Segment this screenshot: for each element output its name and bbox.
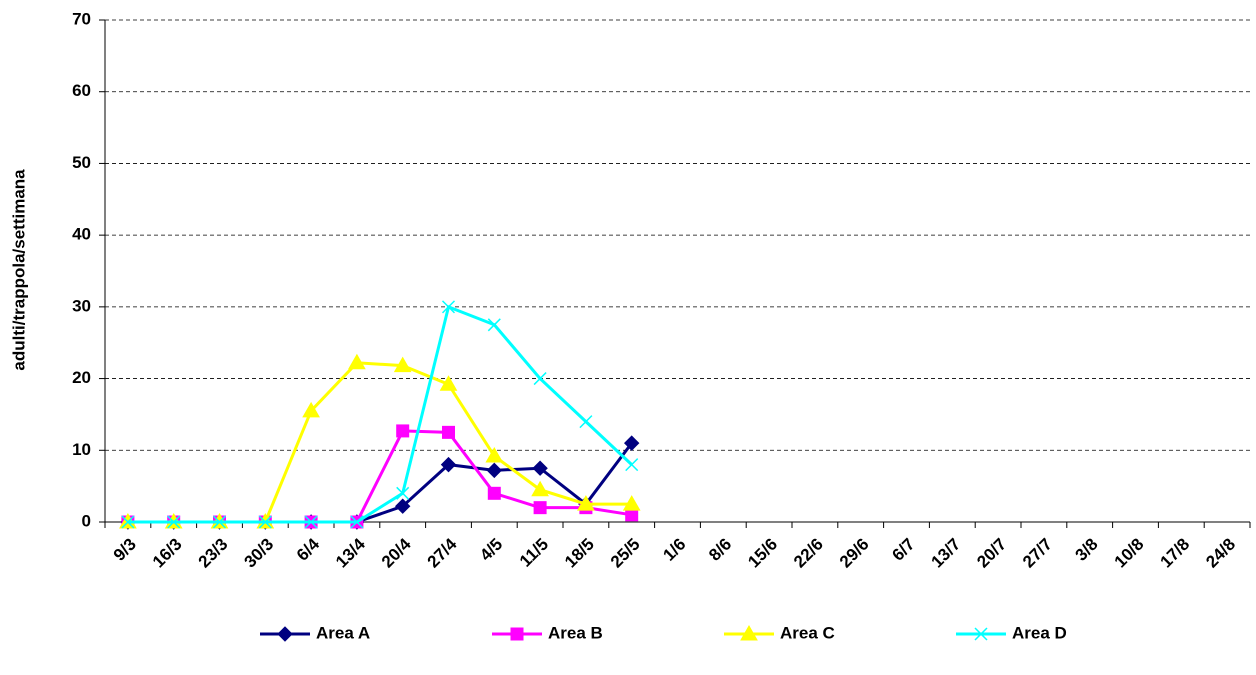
y-tick-label: 30 bbox=[72, 296, 91, 315]
legend-label: Area A bbox=[316, 623, 370, 642]
marker bbox=[487, 486, 501, 500]
marker bbox=[167, 515, 181, 529]
legend-label: Area C bbox=[780, 623, 835, 642]
marker bbox=[533, 501, 547, 515]
y-tick-label: 10 bbox=[72, 440, 91, 459]
marker bbox=[623, 435, 640, 451]
marker bbox=[212, 515, 227, 529]
x-tick-label: 17/8 bbox=[1156, 535, 1193, 572]
x-tick-label: 4/5 bbox=[476, 535, 506, 565]
x-tick-label: 6/7 bbox=[888, 535, 918, 565]
legend-item: Area C bbox=[724, 623, 835, 642]
x-tick-label: 8/6 bbox=[705, 535, 735, 565]
marker bbox=[441, 300, 456, 314]
marker bbox=[302, 401, 320, 418]
legend-item: Area D bbox=[956, 623, 1067, 642]
x-tick-label: 3/8 bbox=[1072, 535, 1102, 565]
marker bbox=[396, 424, 410, 438]
marker bbox=[510, 627, 524, 641]
x-tick-label: 13/4 bbox=[332, 534, 369, 571]
x-tick-label: 1/6 bbox=[659, 535, 689, 565]
y-axis-label: adulti/trappola/settimana bbox=[9, 169, 28, 371]
y-tick-label: 70 bbox=[72, 9, 91, 28]
marker bbox=[304, 515, 318, 529]
marker bbox=[442, 425, 455, 439]
series-line bbox=[127, 361, 632, 524]
marker bbox=[439, 375, 458, 391]
x-tick-label: 15/6 bbox=[744, 535, 781, 572]
legend-label: Area D bbox=[1012, 623, 1067, 642]
marker bbox=[396, 486, 410, 500]
y-tick-label: 60 bbox=[72, 81, 91, 100]
x-tick-label: 13/7 bbox=[927, 535, 964, 572]
x-tick-label: 27/4 bbox=[424, 534, 461, 571]
x-tick-label: 11/5 bbox=[516, 535, 552, 571]
marker bbox=[579, 415, 593, 429]
marker bbox=[277, 626, 293, 642]
x-tick-label: 6/4 bbox=[293, 534, 324, 565]
legend-item: Area A bbox=[260, 623, 370, 642]
x-tick-label: 18/5 bbox=[561, 535, 598, 572]
marker bbox=[974, 627, 988, 641]
x-tick-label: 20/7 bbox=[973, 535, 1010, 572]
marker bbox=[440, 456, 457, 473]
marker bbox=[625, 458, 639, 472]
marker bbox=[533, 372, 547, 386]
marker bbox=[258, 515, 272, 529]
marker bbox=[532, 460, 548, 476]
x-tick-label: 30/3 bbox=[240, 535, 277, 572]
x-tick-label: 23/3 bbox=[195, 535, 232, 572]
marker bbox=[622, 495, 641, 511]
y-tick-label: 0 bbox=[82, 511, 91, 530]
y-tick-label: 50 bbox=[72, 153, 91, 172]
marker bbox=[486, 462, 503, 479]
marker bbox=[740, 624, 758, 641]
series-line bbox=[127, 442, 633, 524]
marker bbox=[121, 515, 135, 529]
marker bbox=[348, 353, 366, 370]
marker bbox=[394, 498, 411, 514]
x-tick-label: 16/3 bbox=[149, 535, 186, 572]
x-tick-label: 29/6 bbox=[836, 535, 873, 572]
marker bbox=[350, 515, 364, 529]
x-tick-label: 24/8 bbox=[1202, 535, 1239, 572]
marker bbox=[577, 495, 595, 511]
marker bbox=[487, 318, 501, 332]
legend-label: Area B bbox=[548, 623, 603, 642]
marker bbox=[531, 480, 549, 497]
legend-item: Area B bbox=[492, 623, 603, 642]
x-tick-label: 20/4 bbox=[378, 534, 415, 571]
marker bbox=[485, 447, 504, 463]
y-tick-label: 20 bbox=[72, 368, 91, 387]
marker bbox=[625, 508, 639, 522]
x-tick-label: 10/8 bbox=[1111, 535, 1148, 572]
x-tick-label: 25/5 bbox=[607, 535, 644, 572]
series-line bbox=[127, 304, 633, 524]
x-tick-label: 9/3 bbox=[110, 535, 140, 565]
x-tick-label: 27/7 bbox=[1019, 535, 1056, 572]
marker bbox=[393, 356, 412, 373]
y-tick-label: 40 bbox=[72, 225, 91, 244]
x-tick-label: 22/6 bbox=[790, 535, 827, 572]
